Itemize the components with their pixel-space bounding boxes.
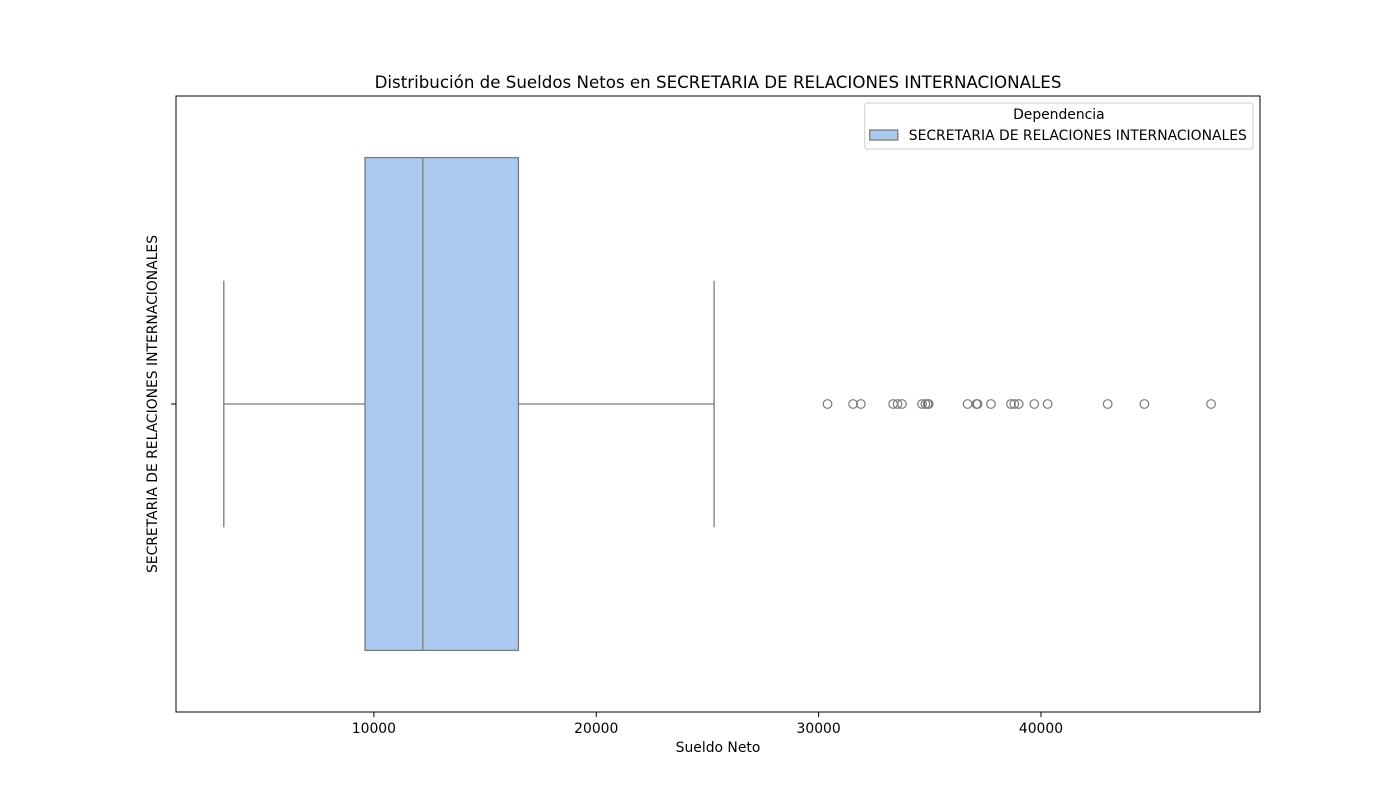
x-axis-label: Sueldo Neto [676, 740, 761, 756]
outlier-point [1139, 399, 1150, 409]
outlier-point [972, 399, 983, 409]
outlier-point [848, 399, 858, 409]
box-iqr [364, 156, 520, 652]
box-plot-marks [223, 156, 1216, 652]
outlier-point [1102, 399, 1113, 409]
outlier-point [1006, 399, 1016, 409]
outlier-point [1206, 399, 1216, 409]
legend-entry-label: SECRETARIA DE RELACIONES INTERNACIONALES [909, 128, 1247, 144]
legend-swatch [869, 129, 899, 141]
legend-title: Dependencia [1013, 107, 1105, 123]
outlier-point [1013, 399, 1024, 409]
legend: Dependencia SECRETARIA DE RELACIONES INT… [864, 102, 1254, 150]
outlier-point [986, 399, 996, 409]
outlier-point [923, 399, 934, 409]
y-axis-label: SECRETARIA DE RELACIONES INTERNACIONALES [145, 235, 161, 573]
outlier-point [1009, 399, 1020, 409]
x-tick-label: 30000 [797, 721, 841, 737]
outlier-point [822, 399, 833, 409]
outlier-point [1029, 399, 1040, 409]
x-tick-label: 40000 [1019, 721, 1063, 737]
legend-frame [864, 102, 1254, 150]
outlier-point [855, 399, 866, 409]
outlier-point [917, 399, 927, 409]
outlier-point [892, 399, 903, 409]
outlier-point [897, 399, 907, 409]
x-tick-label: 20000 [574, 721, 618, 737]
x-axis-ticks: 10000 20000 30000 40000 [352, 712, 1063, 737]
x-tick-label: 10000 [352, 721, 396, 737]
outlier-point [1042, 399, 1053, 409]
chart-title: Distribución de Sueldos Netos en SECRETA… [375, 73, 1062, 92]
